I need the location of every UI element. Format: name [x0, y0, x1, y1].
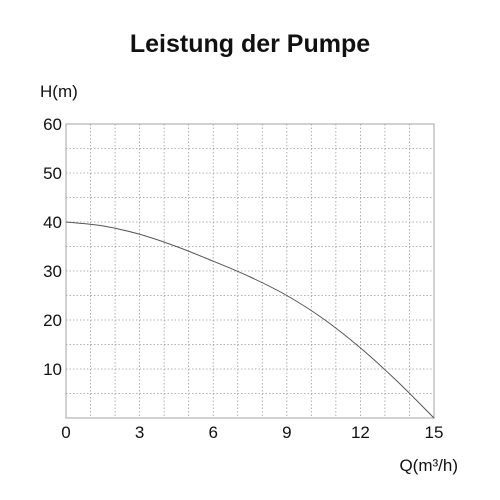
curve-layer — [65, 221, 435, 419]
y-tick-label: 20 — [43, 311, 62, 330]
y-tick-label: 60 — [43, 115, 62, 134]
y-tick-label: 10 — [43, 360, 62, 379]
x-tick-label: 0 — [61, 423, 70, 442]
y-axis-label: H(m) — [40, 82, 78, 101]
plot-frame — [65, 123, 435, 419]
chart-title: Leistung der Pumpe — [130, 30, 370, 58]
x-tick-label: 3 — [135, 423, 144, 442]
x-tick-label: 9 — [282, 423, 291, 442]
x-axis-label: Q(m³/h) — [399, 456, 458, 475]
x-tick-label: 6 — [208, 423, 217, 442]
y-tick-label: 30 — [43, 262, 62, 281]
y-tick-label: 40 — [43, 213, 62, 232]
grid — [66, 124, 434, 418]
x-tick-label: 12 — [351, 423, 370, 442]
y-tick-label: 50 — [43, 164, 62, 183]
tick-labels: 0 3 6 9 12 15 10 20 30 40 50 60 — [43, 115, 443, 442]
performance-curve — [65, 221, 435, 419]
x-tick-label: 15 — [425, 423, 444, 442]
